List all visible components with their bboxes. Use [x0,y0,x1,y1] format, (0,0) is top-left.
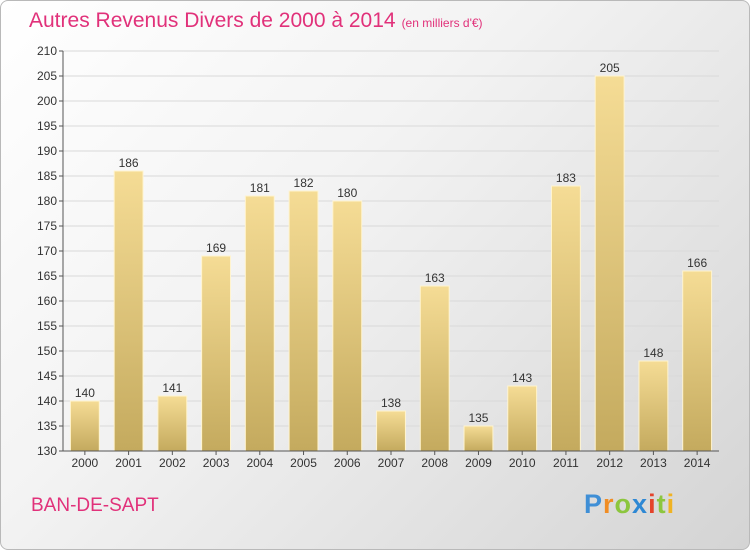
bars: 140 186 141 169 181 182 180 138 163 135 143 183 205 1… [69,61,713,452]
x-tick-label-2004: 2004 [246,456,273,470]
y-tick-label: 145 [37,369,57,383]
y-tick-label: 210 [37,44,57,58]
x-tick-label-2003: 2003 [203,456,230,470]
value-label-2010: 143 [512,371,532,385]
title-unit: (en milliers d'€) [401,16,483,30]
bar-2011 [551,185,581,452]
bar-2008 [419,285,450,452]
value-label-2001: 186 [119,156,139,170]
y-tick-label: 140 [37,394,57,408]
title-text: Autres Revenus Divers de 2000 à 2014 [29,9,396,32]
value-label-2007: 138 [381,396,401,410]
x-tick-label-2001: 2001 [115,456,142,470]
y-tick-label: 160 [37,294,57,308]
x-tick-label-2011: 2011 [553,456,579,470]
x-axis: 2000 2001 2002 2003 2004 2005 2006 2007 2008 2009… [63,450,719,470]
y-tick-label: 200 [37,94,57,108]
bar-2010 [507,385,538,452]
x-tick-label-2007: 2007 [378,456,405,470]
value-label-2005: 182 [294,176,314,190]
value-label-2004: 181 [250,181,270,195]
bar-2005 [288,190,319,452]
y-axis: 130 135 140 145 150 155 160 165 170 175 180 185 190 1… [37,44,64,458]
chart-title: Autres Revenus Divers de 2000 à 2014 (en … [29,9,483,33]
x-tick-label-2012: 2012 [596,456,623,470]
value-label-2006: 180 [337,186,357,200]
x-tick-label-2013: 2013 [640,456,667,470]
value-label-2000: 140 [75,386,95,400]
y-tick-label: 180 [37,194,57,208]
value-label-2002: 141 [162,381,182,395]
y-tick-label: 205 [37,69,57,83]
value-label-2014: 166 [687,256,707,270]
y-tick-label: 130 [37,444,57,458]
value-label-2011: 183 [556,171,576,185]
y-tick-label: 165 [37,269,57,283]
y-tick-label: 175 [37,219,57,233]
x-tick-label-2010: 2010 [509,456,536,470]
value-label-2009: 135 [468,411,488,425]
x-tick-label-2000: 2000 [72,456,99,470]
y-tick-label: 185 [37,169,57,183]
bar-2000 [69,400,100,452]
value-label-2003: 169 [206,241,226,255]
y-tick-label: 150 [37,344,57,358]
bar-2014 [682,270,713,452]
value-label-2012: 205 [600,61,620,75]
y-tick-label: 195 [37,119,57,133]
y-tick-label: 155 [37,319,57,333]
bar-2013 [638,360,669,452]
bar-2007 [376,410,406,452]
x-tick-label-2008: 2008 [421,456,448,470]
bar-2009 [463,425,494,452]
bar-2004 [244,195,275,452]
y-tick-label: 190 [37,144,57,158]
bar-2002 [157,395,188,452]
value-label-2008: 163 [425,271,445,285]
bar-2012 [594,75,625,452]
bar-2001 [113,170,144,452]
x-tick-label-2005: 2005 [290,456,317,470]
bar-2006 [332,200,363,452]
y-tick-label: 170 [37,244,57,258]
x-tick-label-2006: 2006 [334,456,361,470]
value-label-2013: 148 [643,346,663,360]
x-tick-label-2009: 2009 [465,456,492,470]
x-tick-label-2014: 2014 [684,456,711,470]
commune-name: BAN-DE-SAPT [31,495,159,516]
y-tick-label: 135 [37,419,57,433]
proxiti-logo[interactable]: Proxiti [584,489,676,519]
x-tick-label-2002: 2002 [159,456,186,470]
bar-2003 [201,255,231,452]
